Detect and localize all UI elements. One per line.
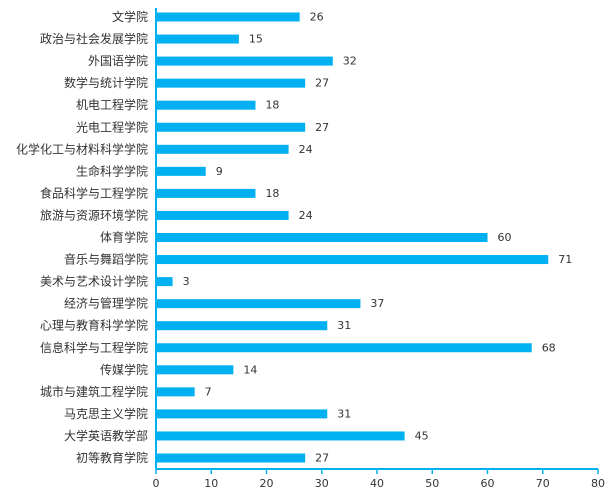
value-label: 3 bbox=[183, 275, 190, 288]
value-label: 18 bbox=[265, 99, 279, 112]
bar bbox=[156, 144, 289, 154]
bar bbox=[156, 34, 239, 44]
value-label: 27 bbox=[315, 121, 329, 134]
value-label: 31 bbox=[337, 319, 351, 332]
category-label: 化学化工与材料科学学院 bbox=[16, 141, 148, 156]
value-label: 26 bbox=[310, 11, 324, 24]
x-tick-label: 30 bbox=[315, 477, 329, 490]
bar bbox=[156, 210, 289, 220]
bar bbox=[156, 78, 306, 88]
category-label: 经济与管理学院 bbox=[64, 296, 148, 311]
bar bbox=[156, 343, 532, 353]
value-label: 14 bbox=[243, 363, 257, 376]
x-axis-ticks: 0 10 20 30 40 50 60 70 80 bbox=[153, 469, 605, 490]
bar bbox=[156, 299, 361, 309]
x-tick-label: 40 bbox=[370, 477, 384, 490]
value-label: 7 bbox=[205, 385, 212, 398]
value-label: 27 bbox=[315, 77, 329, 90]
x-tick-label: 10 bbox=[204, 477, 218, 490]
category-label: 大学英语教学部 bbox=[64, 428, 148, 443]
bar bbox=[156, 365, 234, 375]
category-label: 传媒学院 bbox=[100, 362, 148, 377]
value-label: 31 bbox=[337, 407, 351, 420]
category-label: 机电工程学院 bbox=[76, 97, 148, 112]
bar bbox=[156, 277, 173, 287]
bar bbox=[156, 453, 306, 463]
category-label: 数学与统计学院 bbox=[64, 75, 148, 90]
category-label: 旅游与资源环境学院 bbox=[40, 207, 148, 222]
category-label: 政治与社会发展学院 bbox=[40, 31, 148, 46]
category-label: 信息科学与工程学院 bbox=[40, 340, 148, 355]
bars-group bbox=[156, 12, 549, 463]
x-tick-label: 0 bbox=[153, 477, 160, 490]
x-tick-label: 50 bbox=[425, 477, 439, 490]
value-label: 15 bbox=[249, 33, 263, 46]
bar bbox=[156, 233, 488, 242]
category-label: 初等教育学院 bbox=[76, 450, 148, 465]
value-label: 32 bbox=[343, 55, 357, 68]
category-label: 生命科学学院 bbox=[76, 163, 148, 178]
bar bbox=[156, 188, 256, 198]
bar bbox=[156, 321, 328, 331]
bar bbox=[156, 100, 256, 110]
value-label: 37 bbox=[370, 297, 384, 310]
category-label: 光电工程学院 bbox=[76, 119, 148, 134]
value-label: 24 bbox=[299, 143, 313, 156]
bar bbox=[156, 255, 549, 265]
category-label: 美术与艺术设计学院 bbox=[40, 274, 148, 289]
x-tick-label: 80 bbox=[591, 477, 605, 490]
bar bbox=[156, 431, 405, 441]
category-labels: 文学院政治与社会发展学院外国语学院数学与统计学院机电工程学院光电工程学院化学化工… bbox=[16, 9, 148, 465]
value-label: 60 bbox=[498, 231, 512, 244]
value-label: 68 bbox=[542, 341, 556, 354]
category-label: 马克思主义学院 bbox=[64, 406, 148, 421]
bar bbox=[156, 122, 306, 132]
category-label: 体育学院 bbox=[100, 230, 148, 245]
category-label: 食品科学与工程学院 bbox=[40, 185, 148, 200]
category-label: 音乐与舞蹈学院 bbox=[64, 252, 148, 267]
x-tick-label: 60 bbox=[481, 477, 495, 490]
x-tick-label: 20 bbox=[260, 477, 274, 490]
category-label: 文学院 bbox=[112, 9, 148, 24]
bar bbox=[156, 409, 328, 419]
value-label: 71 bbox=[558, 253, 572, 266]
bar bbox=[156, 12, 300, 22]
x-tick-label: 70 bbox=[536, 477, 550, 490]
value-label: 9 bbox=[216, 165, 223, 178]
bar bbox=[156, 166, 206, 176]
value-label: 18 bbox=[265, 187, 279, 200]
category-label: 心理与教育科学学院 bbox=[40, 318, 148, 333]
bar bbox=[156, 56, 333, 66]
category-label: 外国语学院 bbox=[88, 53, 148, 68]
value-label: 27 bbox=[315, 452, 329, 465]
bar bbox=[156, 387, 195, 397]
category-label: 城市与建筑工程学院 bbox=[40, 384, 148, 399]
value-label: 24 bbox=[299, 209, 313, 222]
value-label: 45 bbox=[415, 429, 429, 442]
